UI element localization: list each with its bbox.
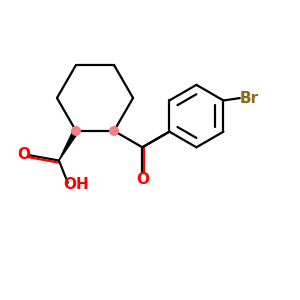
Text: O: O	[17, 147, 30, 162]
Circle shape	[110, 127, 118, 135]
Polygon shape	[59, 130, 78, 160]
Text: OH: OH	[63, 177, 89, 192]
Text: Br: Br	[240, 91, 259, 106]
Circle shape	[72, 127, 80, 135]
Text: O: O	[136, 172, 149, 187]
